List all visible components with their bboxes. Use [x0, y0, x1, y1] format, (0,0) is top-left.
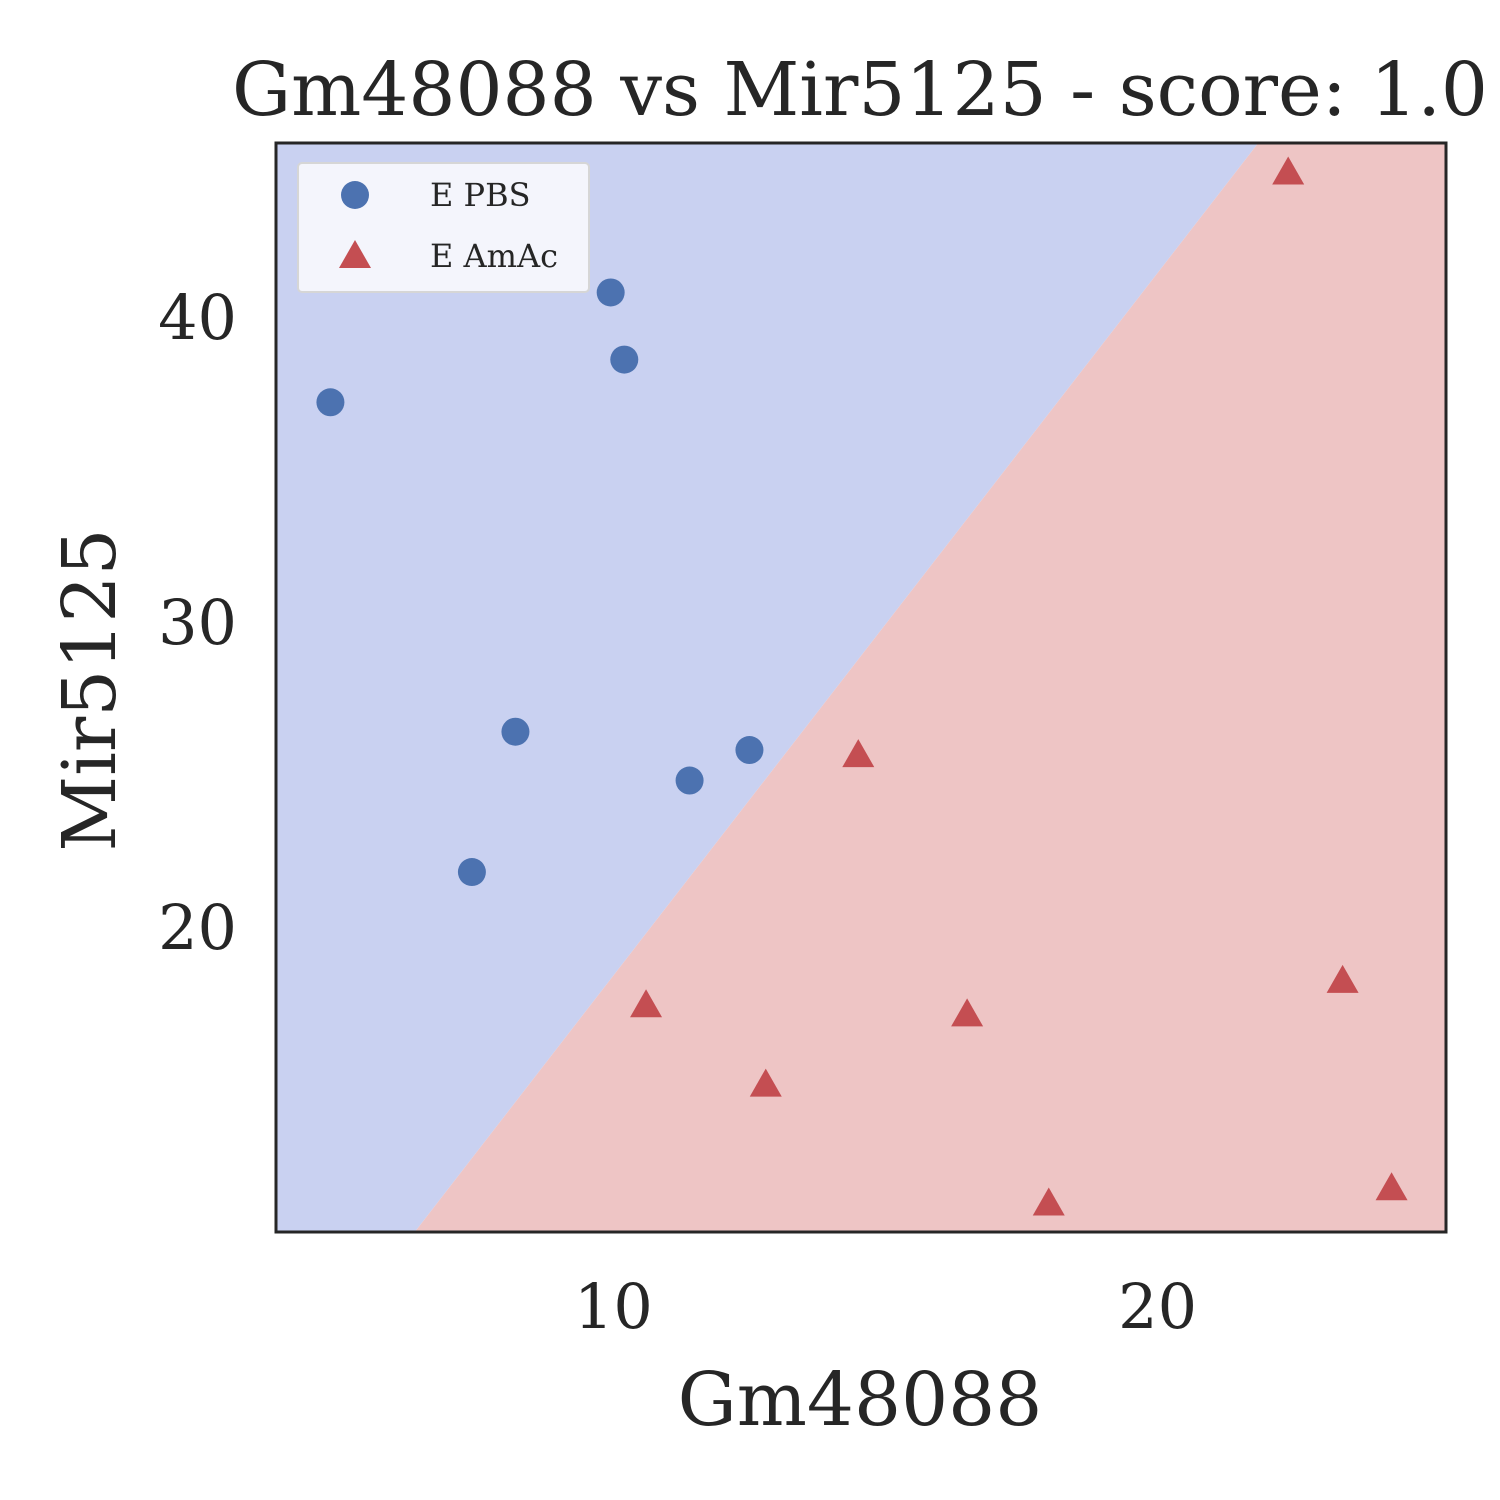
- data-points: [316, 156, 1408, 1216]
- chart-title: Gm48088 vs Mir5125 - score: 1.0: [232, 47, 1488, 133]
- point-e-pbs-1: [457, 858, 486, 887]
- point-e-pbs-0: [316, 388, 345, 417]
- point-e-amac-3: [951, 998, 984, 1027]
- y-tick-40: 40: [158, 281, 237, 354]
- point-e-pbs-2: [501, 717, 530, 746]
- point-e-amac-5: [1272, 156, 1305, 185]
- y-axis-ticks: 20 30 40: [158, 281, 237, 964]
- legend-label-e-pbs: E PBS: [430, 176, 531, 214]
- point-e-pbs-3: [596, 278, 625, 307]
- legend-marker-e-pbs: [341, 181, 369, 209]
- x-tick-10: 10: [574, 1270, 653, 1343]
- legend-label-e-amac: E AmAc: [430, 237, 558, 275]
- y-tick-20: 20: [158, 891, 237, 964]
- region-e-pbs: [276, 143, 1259, 1232]
- point-e-amac-6: [1326, 964, 1359, 993]
- point-e-pbs-5: [675, 766, 704, 795]
- region-e-amac: [414, 143, 1446, 1232]
- point-e-amac-0: [630, 989, 663, 1018]
- point-e-pbs-6: [735, 736, 764, 765]
- legend-marker-e-amac: [339, 240, 371, 268]
- x-axis-label: Gm48088: [678, 1357, 1043, 1443]
- point-e-pbs-4: [610, 345, 639, 374]
- y-tick-30: 30: [158, 586, 237, 659]
- point-e-amac-7: [1375, 1172, 1408, 1201]
- point-e-amac-4: [1032, 1187, 1065, 1216]
- plot-frame: [274, 141, 1448, 1234]
- legend-box: [297, 162, 590, 293]
- point-e-amac-2: [842, 739, 875, 768]
- point-e-amac-1: [749, 1068, 782, 1097]
- legend: E PBS E AmAc: [297, 162, 590, 293]
- decision-regions: [276, 143, 1446, 1232]
- x-axis-ticks: 10 20: [574, 1270, 1197, 1343]
- y-axis-label: Mir5125: [47, 528, 133, 851]
- x-tick-20: 20: [1118, 1270, 1197, 1343]
